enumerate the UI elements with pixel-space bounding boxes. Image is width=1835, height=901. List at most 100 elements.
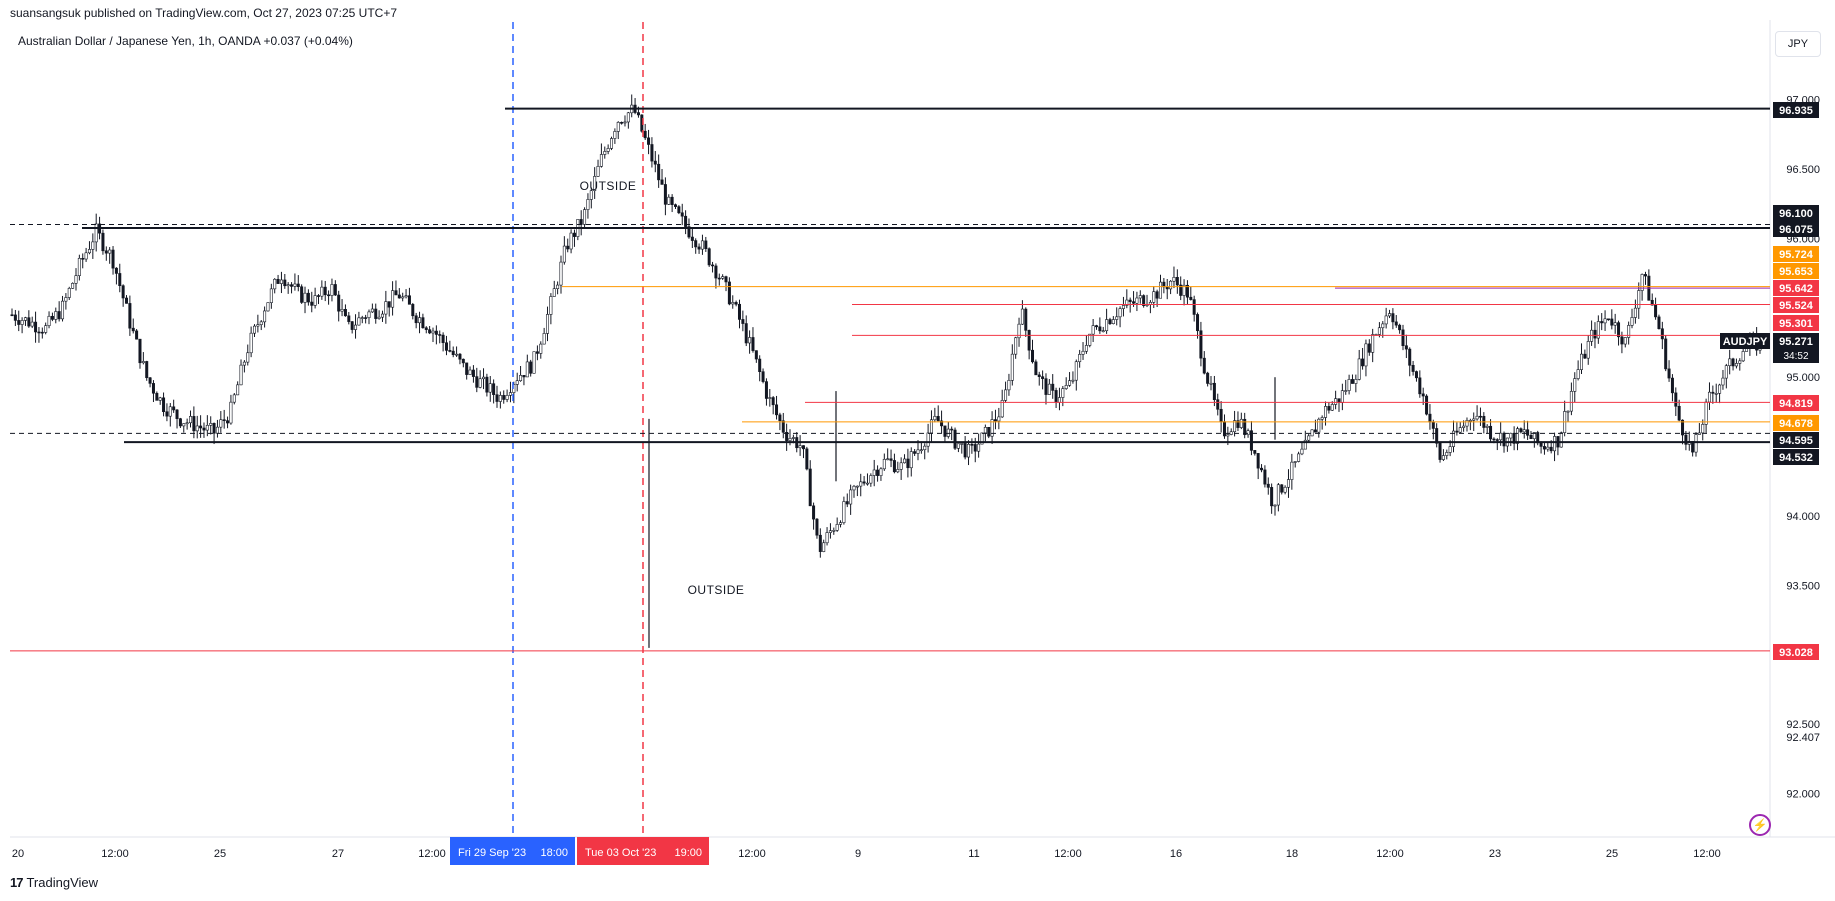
- candle-body: [1418, 377, 1422, 395]
- candle-body: [1425, 395, 1429, 415]
- candle-body: [923, 445, 927, 451]
- outside-annotation: OUTSIDE: [580, 179, 637, 193]
- candle-body: [323, 286, 327, 296]
- candle-body: [1384, 315, 1388, 325]
- candle-body: [1229, 431, 1233, 435]
- candle-body: [1495, 439, 1499, 441]
- candle-body: [737, 303, 741, 320]
- candle-body: [354, 324, 358, 330]
- candle-body: [940, 420, 944, 427]
- candle-body: [515, 380, 519, 385]
- candle-body: [1330, 404, 1334, 411]
- currency-button[interactable]: JPY: [1775, 31, 1821, 57]
- candle-body: [189, 416, 193, 424]
- candle-body: [360, 317, 364, 319]
- candle-body: [370, 308, 374, 313]
- candle-body: [1074, 361, 1078, 381]
- candle-body: [855, 485, 859, 488]
- candle-body: [50, 315, 54, 320]
- candle-body: [1256, 453, 1260, 469]
- candle-body: [552, 288, 556, 297]
- time-tick-label: 25: [1606, 848, 1618, 860]
- price-chart[interactable]: 97.00096.50096.00095.00094.00093.50092.5…: [0, 0, 1835, 870]
- candle-body: [27, 317, 31, 327]
- time-highlight-date: Tue 03 Oct '23: [585, 847, 656, 859]
- candle-body: [263, 310, 267, 323]
- candle-body: [1307, 435, 1311, 441]
- price-tick-label: 96.500: [1786, 164, 1820, 176]
- candle-body: [145, 361, 149, 379]
- candle-body: [488, 383, 492, 393]
- candle-body: [451, 350, 455, 356]
- candle-body: [579, 219, 583, 225]
- symbol-legend[interactable]: Australian Dollar / Japanese Yen, 1h, OA…: [18, 34, 353, 48]
- candle-body: [1283, 486, 1287, 493]
- candle-body: [1324, 406, 1328, 418]
- time-tick-label: 12:00: [101, 848, 129, 860]
- candle-body: [47, 315, 51, 326]
- candle-body: [589, 190, 593, 200]
- price-level-tag: [1773, 297, 1819, 313]
- candle-body: [444, 342, 448, 351]
- candle-body: [357, 317, 361, 326]
- candle-body: [333, 284, 337, 296]
- candle-body: [1532, 432, 1536, 440]
- candle-body: [407, 295, 411, 305]
- candle-body: [1303, 439, 1307, 450]
- candle-body: [283, 279, 287, 287]
- candle-body: [1347, 379, 1351, 391]
- candle-body: [391, 290, 395, 308]
- candle-body: [1741, 351, 1745, 362]
- candle-body: [71, 283, 75, 289]
- candle-body: [165, 411, 169, 417]
- candle-body: [892, 460, 896, 473]
- price-level-value: 94.819: [1779, 398, 1813, 410]
- candle-body: [1468, 420, 1472, 422]
- price-level-tag: [1773, 102, 1819, 118]
- candle-body: [17, 320, 21, 325]
- price-level-tag: [1773, 205, 1819, 221]
- candle-body: [219, 419, 223, 428]
- candle-body: [1367, 343, 1371, 353]
- candle-body: [199, 425, 203, 429]
- candle-body: [906, 458, 910, 469]
- candle-body: [1155, 291, 1159, 299]
- candle-body: [23, 317, 27, 321]
- candle-body: [1441, 455, 1445, 460]
- time-tick-label: 12:00: [1054, 848, 1082, 860]
- price-level-tag: [1773, 246, 1819, 262]
- candle-body: [1519, 428, 1523, 433]
- candle-body: [1630, 317, 1634, 326]
- candle-body: [865, 482, 869, 485]
- candle-body: [121, 285, 125, 299]
- candle-body: [401, 296, 405, 299]
- price-level-tag: [1773, 263, 1819, 279]
- candle-body: [636, 112, 640, 116]
- candle-body: [1350, 379, 1354, 384]
- candle-body: [1576, 369, 1580, 379]
- candle-body: [94, 223, 98, 243]
- candle-body: [1138, 295, 1142, 299]
- candle-body: [1169, 280, 1173, 290]
- candle-body: [828, 530, 832, 533]
- candle-body: [1165, 286, 1169, 290]
- candle-body: [993, 419, 997, 422]
- candle-body: [77, 258, 81, 276]
- candle-body: [1600, 321, 1604, 324]
- candle-body: [1478, 415, 1482, 418]
- candle-body: [1010, 353, 1014, 381]
- candle-body: [556, 284, 560, 289]
- price-tick-label: 92.500: [1786, 719, 1820, 731]
- candle-body: [913, 451, 917, 454]
- candle-body: [983, 426, 987, 434]
- candle-body: [909, 451, 913, 469]
- candle-body: [869, 475, 873, 484]
- candle-body: [232, 394, 236, 403]
- candle-body: [125, 297, 129, 304]
- candle-body: [1610, 318, 1614, 326]
- lightning-icon[interactable]: ⚡: [1749, 814, 1771, 836]
- candle-body: [697, 246, 701, 250]
- candle-body: [495, 394, 499, 402]
- candle-body: [384, 301, 388, 315]
- candle-body: [1499, 432, 1503, 441]
